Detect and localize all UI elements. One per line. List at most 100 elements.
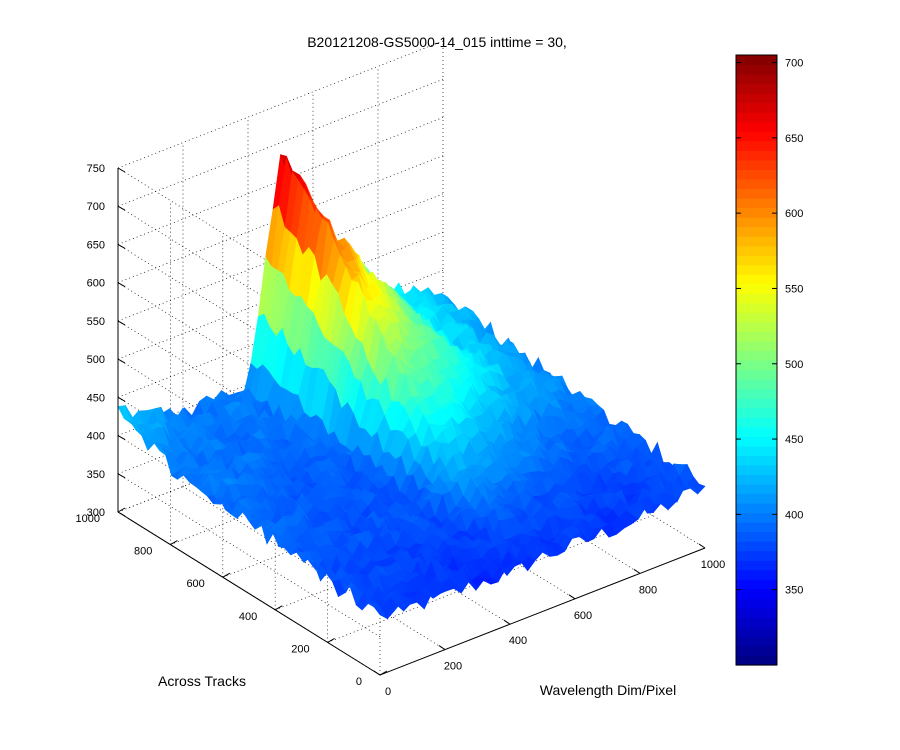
colorbar-band <box>736 626 777 638</box>
x-tick-mark <box>503 619 511 625</box>
colorbar-band <box>736 255 777 266</box>
colorbar-band <box>736 312 777 323</box>
x-tick-label: 800 <box>639 584 657 596</box>
colorbar-band <box>736 550 777 561</box>
y-tick-mark <box>170 540 178 546</box>
y-tick-mark <box>379 670 388 676</box>
colorbar-band <box>736 445 777 456</box>
colorbar-band <box>736 331 777 342</box>
colorbar-band <box>736 226 777 237</box>
z-tick-label: 300 <box>87 507 105 519</box>
y-tick-mark <box>117 507 126 513</box>
colorbar-frame <box>735 54 778 666</box>
colorbar-band <box>736 121 777 132</box>
colorbar-band <box>736 598 777 609</box>
z-tick-mark <box>117 396 126 402</box>
z-tick-label: 450 <box>87 392 105 404</box>
surface-plot <box>117 154 706 620</box>
colorbar-tick-label: 350 <box>785 585 803 597</box>
colorbar-band <box>736 541 777 552</box>
colorbar-tick-label: 400 <box>785 509 803 521</box>
colorbar-band <box>736 74 777 85</box>
colorbar-tick-label: 550 <box>785 283 803 295</box>
colorbar-band <box>736 579 777 590</box>
colorbar-tick-label: 500 <box>785 359 803 371</box>
colorbar-band <box>736 417 777 428</box>
colorbar-band <box>736 236 777 247</box>
x-tick-label: 400 <box>509 635 527 647</box>
colorbar-band <box>736 350 777 361</box>
z-tick-mark <box>117 511 126 517</box>
z-tick-label: 700 <box>87 201 105 213</box>
x-axis-line <box>379 547 706 676</box>
colorbar-band <box>736 207 777 218</box>
x-tick-label: 1000 <box>701 559 725 571</box>
colorbar-band <box>736 531 777 542</box>
z-tick-label: 550 <box>87 316 105 328</box>
colorbar-band <box>736 379 777 390</box>
z-tick-mark <box>117 358 126 364</box>
z-tick-label: 350 <box>87 469 105 481</box>
y-tick-label: 400 <box>239 611 257 623</box>
colorbar-band <box>736 217 777 228</box>
colorbar-band <box>736 55 777 66</box>
z-tick-label: 500 <box>87 354 105 366</box>
chart-title: B20121208-GS5000-14_015 inttime = 30, <box>307 34 567 50</box>
colorbar-band <box>736 197 777 209</box>
colorbar-band <box>736 150 777 161</box>
z-tick-mark <box>117 435 126 440</box>
colorbar-band <box>736 426 777 437</box>
z-tick-label: 600 <box>87 278 105 290</box>
z-tick-mark <box>117 205 126 211</box>
colorbar-band <box>736 502 777 514</box>
y-tick-label: 600 <box>186 578 204 590</box>
z-tick-mark <box>117 282 126 288</box>
colorbar-band <box>736 407 777 418</box>
y-tick-mark <box>274 605 283 611</box>
colorbar-band <box>736 398 777 409</box>
colorbar-band <box>736 655 777 666</box>
colorbar-band <box>736 169 777 180</box>
colorbar-band <box>736 83 777 94</box>
grid-line <box>117 40 444 169</box>
colorbar-band <box>736 293 777 304</box>
colorbar-band <box>736 636 777 647</box>
colorbar-band <box>736 645 777 657</box>
y-tick-mark <box>222 572 231 578</box>
x-tick-label: 200 <box>444 661 462 673</box>
x-tick-mark <box>698 543 706 549</box>
colorbar-band <box>736 569 777 580</box>
colorbar-band <box>736 455 777 466</box>
colorbar-band <box>736 560 777 571</box>
y-tick-mark <box>327 637 335 643</box>
x-tick-mark <box>438 645 446 651</box>
x-tick-label: 0 <box>385 686 391 698</box>
z-tick-mark <box>117 473 126 479</box>
colorbar-band <box>736 512 777 523</box>
colorbar-band <box>736 93 777 104</box>
y-tick-label: 1000 <box>76 513 100 525</box>
x-tick-label: 600 <box>574 610 592 622</box>
colorbar-band <box>736 102 777 113</box>
y-axis-line <box>117 511 381 676</box>
colorbar: 350 400 450 500 550 600 650 700 <box>735 54 803 666</box>
colorbar-band <box>736 369 777 380</box>
colorbar-band <box>736 188 777 199</box>
y-axis-label: Across Tracks <box>158 673 246 689</box>
colorbar-band <box>736 131 777 142</box>
y-tick-label: 800 <box>134 546 152 558</box>
z-tick-label: 750 <box>87 163 105 175</box>
colorbar-tick-label: 700 <box>785 58 803 70</box>
colorbar-band <box>736 274 777 285</box>
colorbar-band <box>736 588 777 599</box>
x-tick-mark <box>568 594 576 600</box>
colorbar-band <box>736 140 777 151</box>
colorbar-band <box>736 302 777 313</box>
colorbar-band <box>736 360 777 371</box>
colorbar-band <box>736 178 777 190</box>
colorbar-band <box>736 474 777 485</box>
colorbar-band <box>736 112 777 123</box>
colorbar-band <box>736 283 777 294</box>
colorbar-band <box>736 493 777 504</box>
